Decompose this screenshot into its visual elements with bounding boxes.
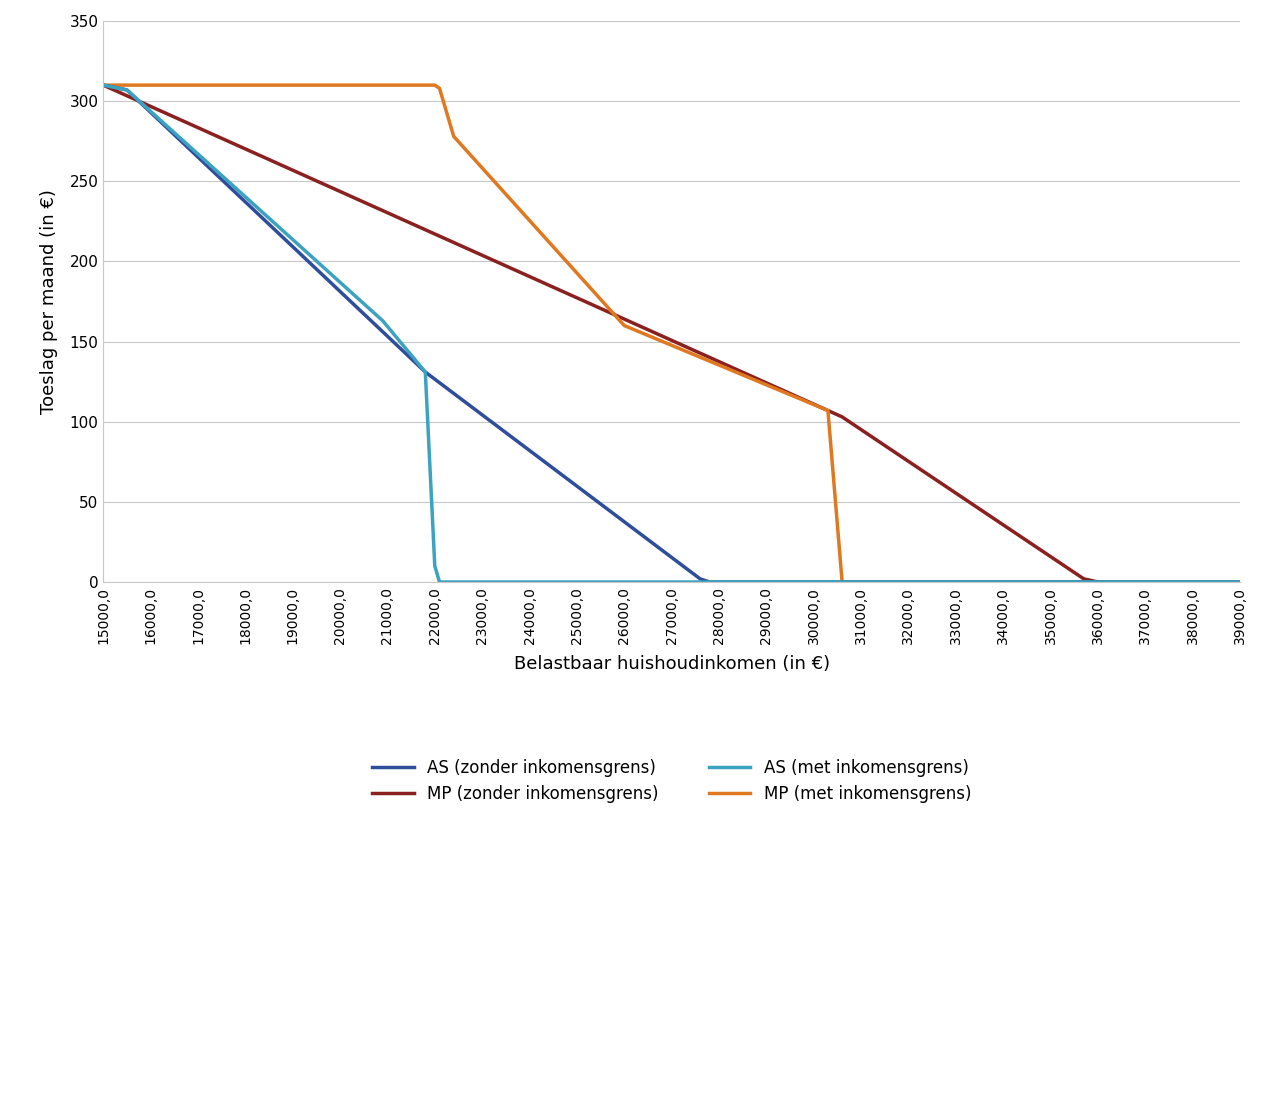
MP (met inkomensgrens) bbox=[1233, 576, 1248, 589]
MP (zonder inkomensgrens) bbox=[1076, 572, 1092, 586]
AS (zonder inkomensgrens) bbox=[96, 78, 111, 92]
AS (zonder inkomensgrens) bbox=[693, 572, 708, 586]
MP (met inkomensgrens) bbox=[820, 404, 835, 417]
Line: AS (met inkomensgrens): AS (met inkomensgrens) bbox=[103, 85, 1241, 582]
Line: MP (met inkomensgrens): MP (met inkomensgrens) bbox=[103, 85, 1241, 582]
Line: AS (zonder inkomensgrens): AS (zonder inkomensgrens) bbox=[103, 85, 1241, 582]
AS (zonder inkomensgrens) bbox=[120, 84, 135, 97]
MP (met inkomensgrens) bbox=[432, 82, 447, 95]
AS (met inkomensgrens) bbox=[428, 559, 443, 572]
MP (zonder inkomensgrens) bbox=[96, 78, 111, 92]
Line: MP (zonder inkomensgrens): MP (zonder inkomensgrens) bbox=[103, 85, 1241, 582]
AS (zonder inkomensgrens) bbox=[702, 576, 717, 589]
AS (met inkomensgrens) bbox=[375, 314, 390, 328]
Y-axis label: Toeslag per maand (in €): Toeslag per maand (in €) bbox=[40, 189, 58, 414]
AS (met inkomensgrens) bbox=[96, 78, 111, 92]
AS (met inkomensgrens) bbox=[432, 576, 447, 589]
MP (zonder inkomensgrens) bbox=[1233, 576, 1248, 589]
MP (met inkomensgrens) bbox=[617, 319, 632, 332]
Legend: AS (zonder inkomensgrens), MP (zonder inkomensgrens), AS (met inkomensgrens), MP: AS (zonder inkomensgrens), MP (zonder in… bbox=[372, 759, 970, 803]
AS (zonder inkomensgrens) bbox=[418, 365, 433, 378]
AS (met inkomensgrens) bbox=[1233, 576, 1248, 589]
MP (zonder inkomensgrens) bbox=[834, 410, 849, 424]
MP (met inkomensgrens) bbox=[447, 130, 462, 143]
AS (met inkomensgrens) bbox=[418, 365, 433, 378]
MP (zonder inkomensgrens) bbox=[1090, 576, 1106, 589]
MP (met inkomensgrens) bbox=[834, 576, 849, 589]
AS (zonder inkomensgrens) bbox=[1233, 576, 1248, 589]
AS (met inkomensgrens) bbox=[120, 84, 135, 97]
X-axis label: Belastbaar huishoudinkomen (in €): Belastbaar huishoudinkomen (in €) bbox=[514, 655, 829, 673]
MP (met inkomensgrens) bbox=[428, 78, 443, 92]
MP (met inkomensgrens) bbox=[96, 78, 111, 92]
